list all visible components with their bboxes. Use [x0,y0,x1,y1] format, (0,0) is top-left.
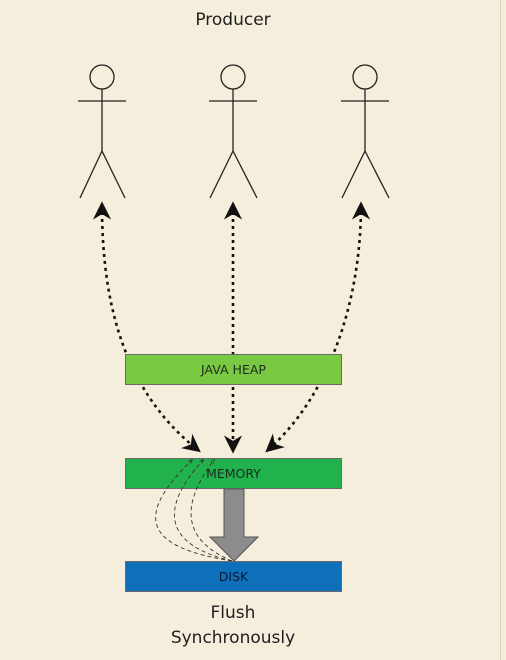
java-heap-label: JAVA HEAP [201,362,266,377]
thin-dashed-return-1 [155,460,233,562]
disk-label: DISK [218,569,249,584]
dotted-arrow-right [265,201,371,453]
memory-bar: MEMORY [125,458,342,489]
java-heap-bar: JAVA HEAP [125,354,342,385]
flush-caption: Flush Synchronously [133,601,333,651]
diagram-title: Producer [195,10,271,30]
thin-dashed-return-3 [190,460,233,562]
producer-figure-3 [341,64,390,199]
caption-line-2: Synchronously [170,628,296,648]
producer-figure-1 [78,64,126,199]
frame-border [500,0,501,660]
flush-arrow [208,488,260,562]
thin-dashed-return-2 [173,460,233,562]
disk-bar: DISK [125,561,342,592]
producer-figure-2 [209,64,258,199]
memory-label: MEMORY [206,466,261,481]
dotted-arrow-left [92,201,201,453]
caption-line-1: Flush [210,603,256,623]
